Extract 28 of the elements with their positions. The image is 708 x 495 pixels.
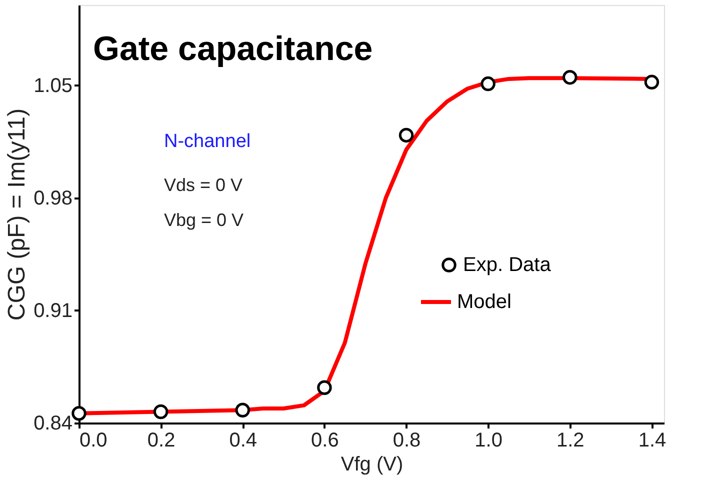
x-axis-title: Vfg (V): [340, 454, 404, 476]
annotation: N-channel: [164, 131, 251, 152]
legend-label: Model: [457, 291, 512, 313]
x-tick-label: 0.6: [311, 430, 339, 452]
annotation: Vds = 0 V: [164, 175, 243, 195]
x-tick-label: 1.0: [474, 430, 502, 452]
x-tick-label: 0.0: [80, 430, 108, 452]
point: [398, 128, 414, 143]
x-tick-label: 1.4: [638, 430, 666, 452]
legend-label: Exp. Data: [463, 254, 552, 276]
y-tick-label: 0.98: [34, 187, 72, 210]
point: [235, 402, 250, 418]
point: [153, 404, 168, 420]
point: [562, 70, 578, 85]
y-axis-title: CGG (pF) = Im(y11): [4, 108, 31, 321]
y-tick-label: 0.91: [34, 300, 72, 322]
y-tick-label: 0.84: [34, 412, 72, 434]
x-tick-label: 0.8: [392, 430, 421, 452]
y-tick-label: 1.05: [34, 74, 72, 97]
text: Gate capacitance: [93, 30, 373, 68]
x-tick-label: 1.2: [556, 430, 584, 452]
x-tick-label: 0.2: [147, 430, 176, 452]
point: [72, 406, 86, 421]
point: [644, 74, 660, 90]
point: [317, 380, 332, 395]
point: [480, 76, 496, 92]
x-tick-label: 0.4: [229, 430, 258, 452]
annotation: Vbg = 0 V: [164, 210, 244, 230]
